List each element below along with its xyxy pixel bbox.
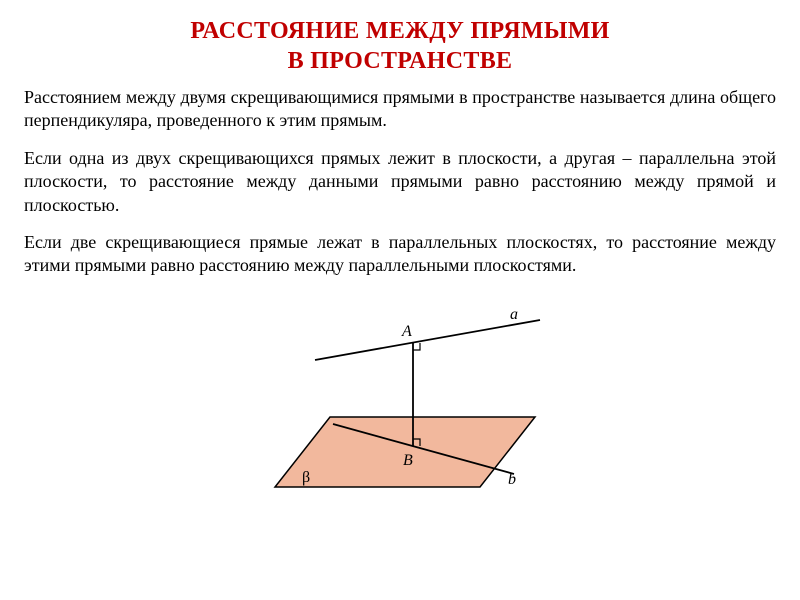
label-line-a: a (510, 306, 518, 323)
line-a (315, 320, 540, 360)
slide-title: РАССТОЯНИЕ МЕЖДУ ПРЯМЫМИ В ПРОСТРАНСТВЕ (24, 16, 776, 76)
label-plane-beta: β (302, 469, 310, 486)
paragraph-1: Расстоянием между двумя скрещивающимися … (24, 86, 776, 133)
figure-container: A B a b β (24, 292, 776, 512)
label-B: B (403, 452, 413, 469)
title-line-1: РАССТОЯНИЕ МЕЖДУ ПРЯМЫМИ (190, 18, 609, 44)
slide-page: РАССТОЯНИЕ МЕЖДУ ПРЯМЫМИ В ПРОСТРАНСТВЕ … (0, 0, 800, 600)
title-line-2: В ПРОСТРАНСТВЕ (288, 48, 513, 74)
paragraph-2: Если одна из двух скрещивающихся прямых … (24, 147, 776, 217)
label-A: A (401, 323, 412, 340)
right-angle-marker-top (413, 343, 420, 350)
label-line-b: b (508, 471, 516, 488)
paragraph-3: Если две скрещивающиеся прямые лежат в п… (24, 231, 776, 278)
geometry-diagram: A B a b β (220, 292, 580, 512)
